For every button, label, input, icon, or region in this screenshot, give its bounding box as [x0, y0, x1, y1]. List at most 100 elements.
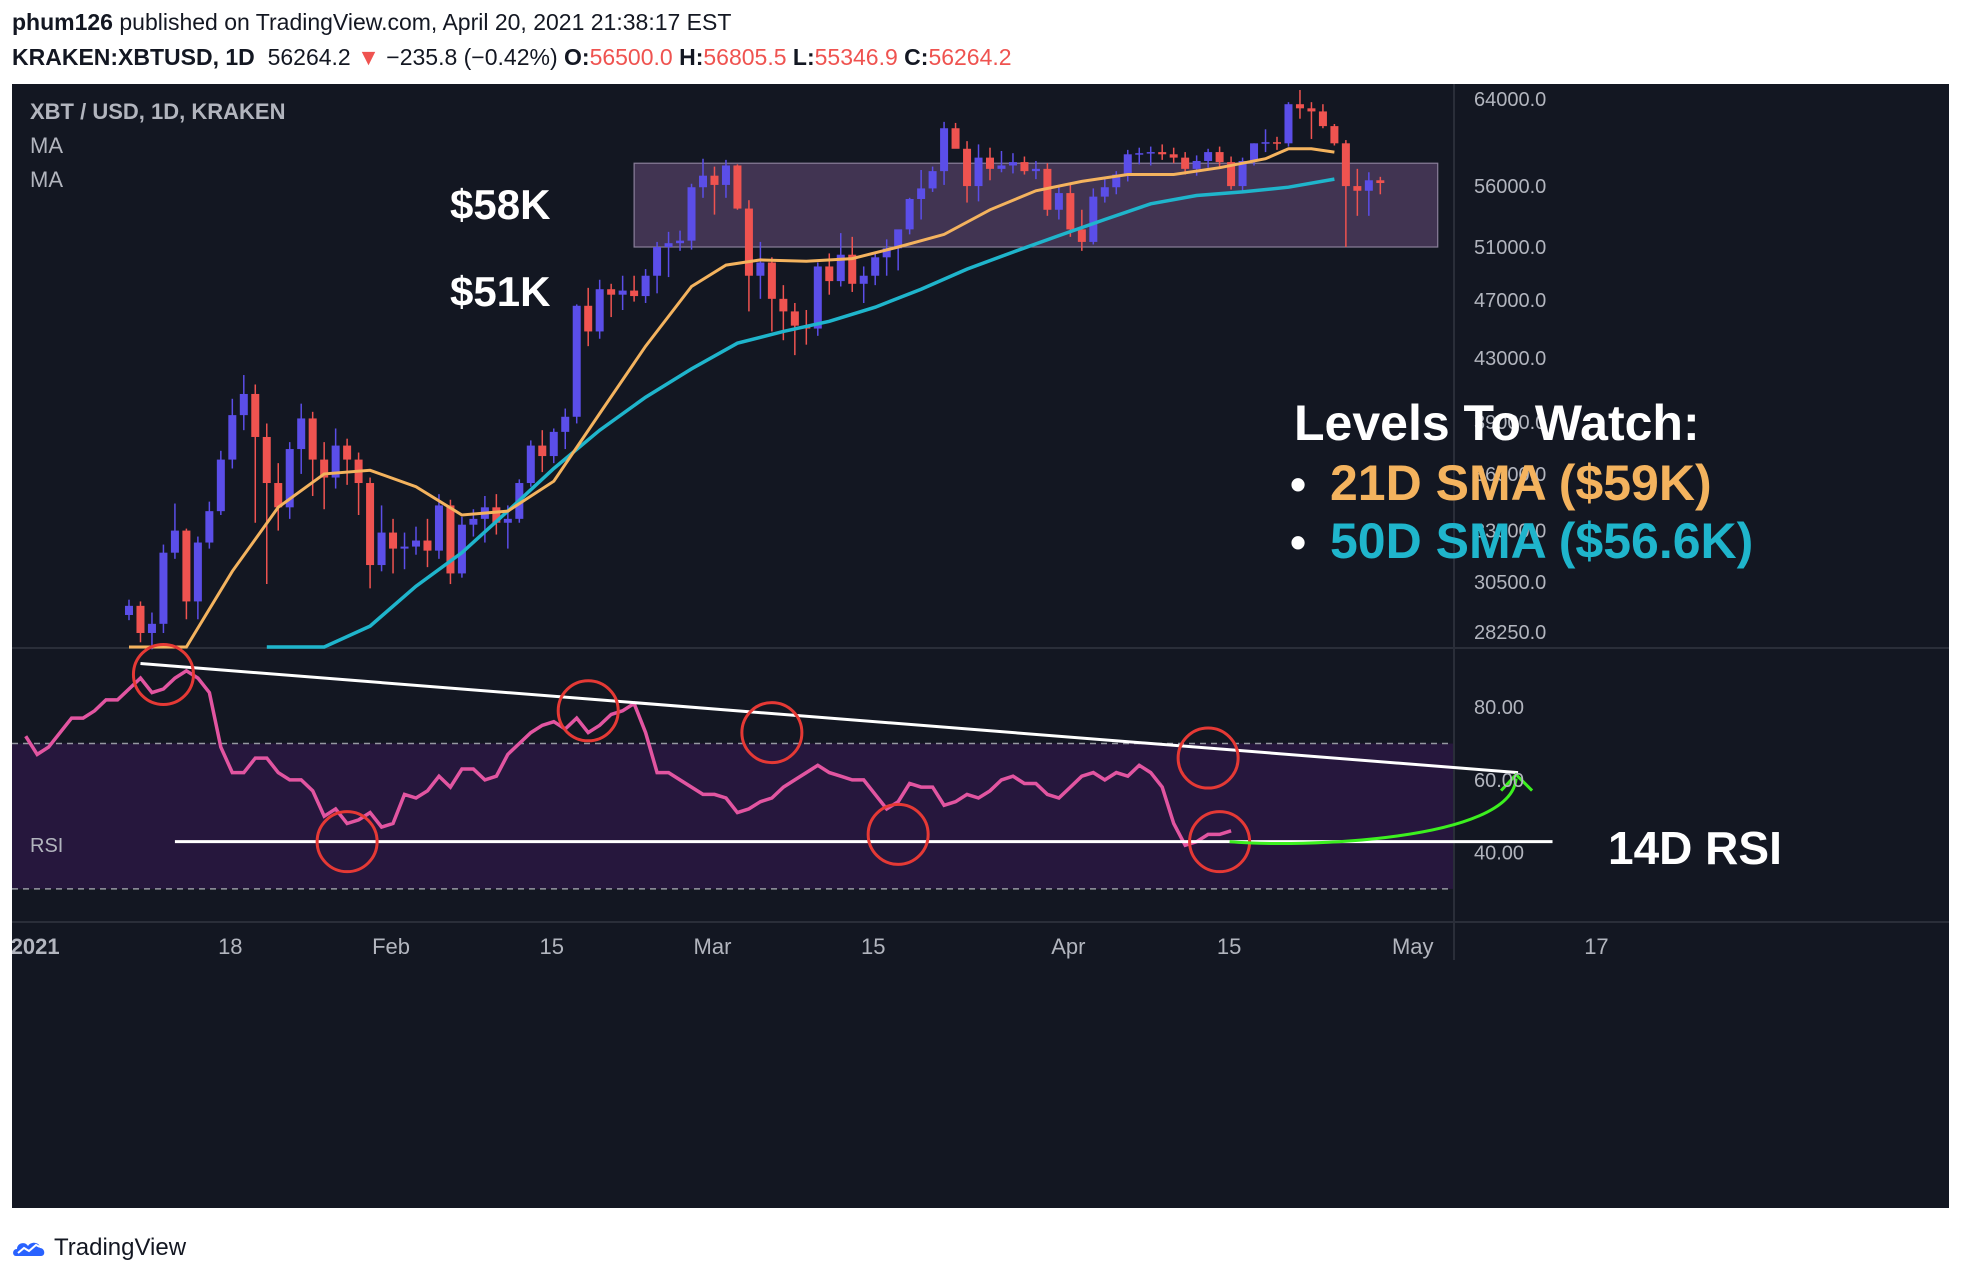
- candle-body: [974, 157, 983, 187]
- candle-20: [343, 438, 352, 485]
- candle-80: [1031, 160, 1040, 180]
- candle-body: [882, 248, 891, 258]
- candle-body: [561, 416, 570, 432]
- candle-body: [1077, 229, 1086, 242]
- candle-body: [1238, 160, 1247, 187]
- candle-109: [1364, 172, 1373, 216]
- price-change: −235.8 (−0.42%): [386, 44, 558, 70]
- candle-body: [848, 254, 857, 284]
- time-tick-label: 15: [540, 934, 564, 959]
- candle-44: [618, 275, 627, 310]
- price-tick-label: 30500.0: [1474, 572, 1546, 594]
- candle-body: [618, 290, 627, 295]
- tradingview-logo[interactable]: TradingView: [12, 1234, 186, 1262]
- high-label: H:: [679, 44, 704, 70]
- rsi-layer: [24, 642, 1553, 874]
- candle-body: [205, 511, 214, 543]
- legend-ma2[interactable]: MA: [30, 167, 63, 192]
- candle-body: [572, 305, 581, 417]
- candle-2: [136, 601, 145, 643]
- last-price: 56264.2: [267, 44, 351, 70]
- legend-rsi[interactable]: RSI: [30, 835, 63, 857]
- candle-52: [710, 166, 719, 215]
- candle-body: [951, 128, 960, 149]
- candle-6: [182, 528, 191, 620]
- level-58k-label: $58K: [450, 181, 550, 228]
- candle-42: [595, 279, 604, 339]
- candle-50: [687, 183, 696, 250]
- legend-ma1[interactable]: MA: [30, 133, 63, 158]
- candle-body: [733, 165, 742, 209]
- candle-96: [1215, 146, 1224, 167]
- rsi-pivot-circle-2: [315, 810, 379, 874]
- sma21-line: [129, 147, 1335, 649]
- published-text: published on TradingView.com, April 20, …: [119, 9, 732, 35]
- candle-body: [997, 165, 1006, 169]
- candle-body: [917, 188, 926, 200]
- candle-28: [434, 494, 443, 559]
- candle-body: [182, 530, 191, 602]
- rsi-title: 14D RSI: [1608, 822, 1782, 874]
- candle-54: [733, 164, 742, 210]
- candle-79: [1020, 156, 1029, 175]
- candle-body: [595, 289, 604, 332]
- price-tick-label: 28250.0: [1474, 622, 1546, 644]
- rsi-pivot-circle-6: [1176, 726, 1240, 790]
- candle-body: [366, 483, 375, 566]
- candle-body: [274, 483, 283, 508]
- arrow-head-icon: [1499, 772, 1534, 792]
- candle-body: [767, 262, 776, 299]
- candle-body: [1054, 193, 1063, 210]
- candle-86: [1100, 179, 1109, 203]
- candle-11: [239, 375, 248, 431]
- rsi-resistance-trendline: [140, 662, 1519, 775]
- candle-body: [779, 298, 788, 312]
- candle-56: [756, 241, 765, 299]
- candle-65: [859, 266, 868, 303]
- candle-body: [503, 518, 512, 523]
- candle-body: [1020, 162, 1029, 172]
- candle-body: [492, 507, 501, 523]
- candle-body: [1273, 142, 1281, 144]
- candle-body: [825, 266, 834, 282]
- candle-body: [1330, 126, 1339, 144]
- candle-4: [159, 544, 168, 633]
- candle-body: [125, 605, 133, 615]
- candle-body: [1376, 180, 1385, 184]
- candle-body: [1227, 162, 1236, 187]
- price-chart[interactable]: 64000.0 56000.0 51000.0 47000.0 43000.0 39000…: [12, 84, 1949, 1208]
- time-tick-label: 17: [1584, 934, 1608, 959]
- rsi-band-layer: [12, 742, 1454, 890]
- candle-82: [1054, 187, 1063, 220]
- time-tick-label: Mar: [694, 934, 732, 959]
- chart-frame[interactable]: 64000.0 56000.0 51000.0 47000.0 43000.0 39000…: [12, 84, 1949, 1208]
- candle-74: [963, 141, 972, 203]
- candle-body: [147, 623, 156, 633]
- time-tick-label: 2021: [12, 934, 60, 959]
- time-tick-label: May: [1392, 934, 1434, 959]
- time-tick-label: Apr: [1051, 934, 1085, 959]
- candle-body: [1353, 186, 1362, 191]
- candle-51: [699, 158, 707, 198]
- candle-body: [412, 540, 420, 547]
- open-label: O:: [564, 44, 590, 70]
- time-tick-label: Feb: [372, 934, 410, 959]
- candle-77: [997, 150, 1006, 173]
- candle-73: [951, 122, 960, 149]
- candle-39: [561, 408, 570, 450]
- symbol-name[interactable]: KRAKEN:XBTUSD, 1D: [12, 44, 255, 70]
- candle-97: [1227, 156, 1236, 190]
- candle-body: [1250, 143, 1259, 161]
- candle-body: [710, 175, 719, 185]
- symbol-quote: KRAKEN:XBTUSD, 1D 56264.2 ▼ −235.8 (−0.4…: [12, 44, 1012, 71]
- candle-75: [974, 144, 983, 202]
- candle-89: [1135, 147, 1144, 165]
- candle-body: [434, 505, 443, 551]
- candle-body: [630, 290, 639, 297]
- footer: TradingView: [0, 1210, 1962, 1282]
- candle-88: [1123, 149, 1132, 182]
- bullet-2: •: [1290, 516, 1306, 568]
- close-value: 56264.2: [928, 44, 1012, 70]
- publisher-name[interactable]: phum126: [12, 9, 113, 35]
- candle-body: [297, 418, 306, 450]
